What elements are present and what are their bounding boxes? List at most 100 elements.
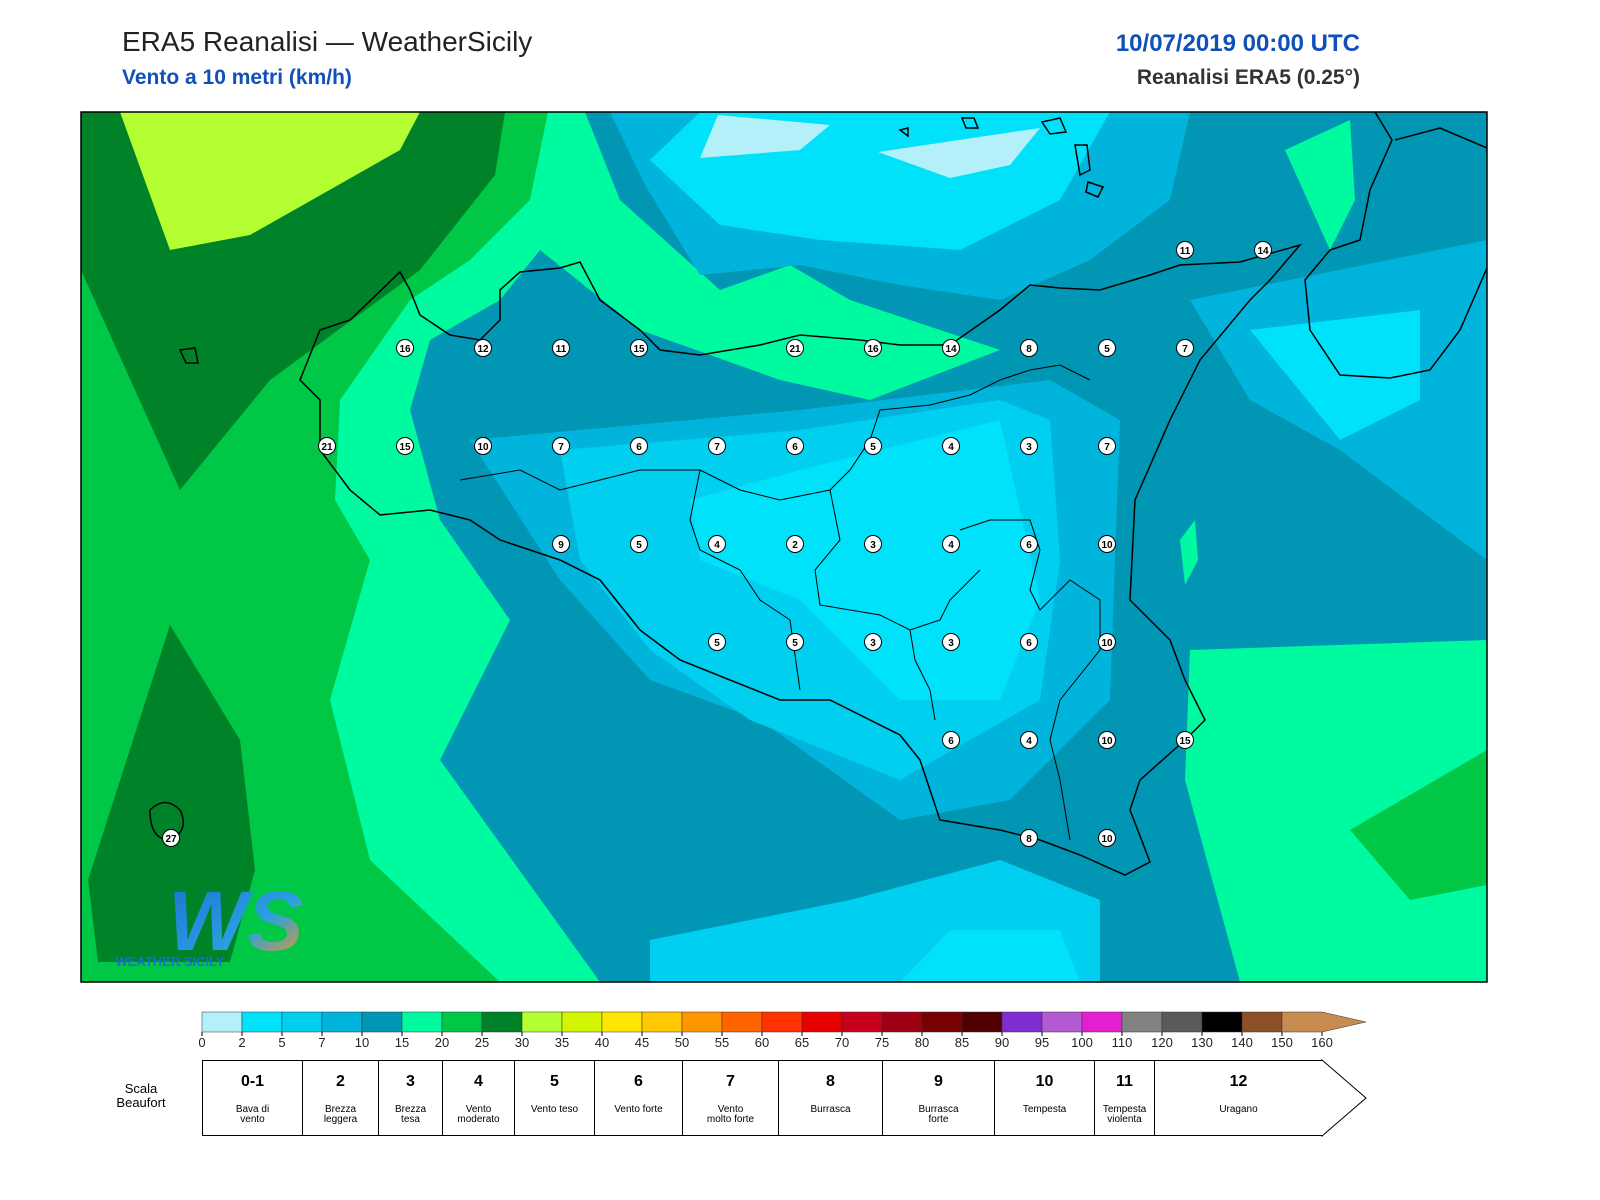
- beaufort-force: 9: [934, 1073, 943, 1090]
- beaufort-level: 11 Tempesta violenta: [1094, 1060, 1154, 1136]
- wind-point: [552, 339, 570, 357]
- wind-value: 3: [870, 540, 876, 551]
- wind-point: [1098, 829, 1116, 847]
- colorbar-tick-label: 2: [238, 1035, 245, 1050]
- beaufort-name: Burrasca: [810, 1104, 851, 1115]
- beaufort-name: Vento teso: [530, 1104, 579, 1115]
- beaufort-force: 3: [406, 1073, 415, 1090]
- wind-point: [630, 339, 648, 357]
- wind-point: [864, 437, 882, 455]
- beaufort-force: 4: [474, 1073, 483, 1090]
- wind-value: 5: [1104, 344, 1110, 355]
- colorbar-segment: [681, 1011, 723, 1033]
- colorbar-tick-label: 95: [1035, 1035, 1049, 1050]
- wind-point: [786, 339, 804, 357]
- colorbar-segment: [1041, 1011, 1083, 1033]
- wind-point: [942, 633, 960, 651]
- wind-value: 15: [1179, 736, 1191, 747]
- wind-value: 3: [1026, 442, 1032, 453]
- beaufort-name: Burrasca forte: [918, 1104, 959, 1125]
- colorbar-segment: [1121, 1011, 1163, 1033]
- wind-value: 10: [1101, 736, 1113, 747]
- beaufort-level: 2 Brezza leggera: [302, 1060, 378, 1136]
- beaufort-level: 0-1 Bava di vento: [202, 1060, 302, 1136]
- colorbar-segment: [281, 1011, 323, 1033]
- colorbar-tick-label: 55: [715, 1035, 729, 1050]
- wind-value: 14: [1257, 246, 1269, 257]
- beaufort-level: 7 Vento molto forte: [682, 1060, 778, 1136]
- wind-point: [1020, 731, 1038, 749]
- beaufort-force: 2: [336, 1073, 345, 1090]
- colorbar-tick-label: 75: [875, 1035, 889, 1050]
- colorbar-tick-label: 45: [635, 1035, 649, 1050]
- colorbar-segment: [1161, 1011, 1203, 1033]
- beaufort-level: 6 Vento forte: [594, 1060, 682, 1136]
- wind-value: 6: [948, 736, 954, 747]
- beaufort-force: 11: [1116, 1073, 1133, 1090]
- colorbar-segment: [721, 1011, 763, 1033]
- colorbar-tick-label: 15: [395, 1035, 409, 1050]
- beaufort-name: Brezza tesa: [394, 1104, 427, 1125]
- beaufort-level: 3 Brezza tesa: [378, 1060, 442, 1136]
- colorbar-segment: [601, 1011, 643, 1033]
- wind-point: [318, 437, 336, 455]
- colorbar-segment: [201, 1011, 243, 1033]
- colorbar-tick-label: 5: [278, 1035, 285, 1050]
- colorbar-tick-label: 40: [595, 1035, 609, 1050]
- wind-value: 10: [477, 442, 489, 453]
- beaufort-level: 5 Vento teso: [514, 1060, 594, 1136]
- wind-point: [1176, 241, 1194, 259]
- colorbar-segment: [761, 1011, 803, 1033]
- colorbar-tick-label: 65: [795, 1035, 809, 1050]
- wind-value: 9: [558, 540, 564, 551]
- beaufort-name: Tempesta: [1022, 1104, 1067, 1115]
- colorbar-tick-label: 7: [318, 1035, 325, 1050]
- wind-value: 14: [945, 344, 957, 355]
- colorbar-tick-label: 110: [1112, 1035, 1133, 1050]
- colorbar-tick-label: 90: [995, 1035, 1009, 1050]
- wind-value: 4: [714, 540, 720, 551]
- colorbar-tick-label: 50: [675, 1035, 689, 1050]
- wind-value: 7: [1104, 442, 1110, 453]
- wind-value: 3: [870, 638, 876, 649]
- wind-point: [942, 731, 960, 749]
- beaufort-level: 9 Burrasca forte: [882, 1060, 994, 1136]
- wind-value: 10: [1101, 638, 1113, 649]
- colorbar-segment: [1201, 1011, 1243, 1033]
- wind-value: 21: [789, 344, 801, 355]
- colorbar-segment: [881, 1011, 923, 1033]
- colorbar-segment: [1001, 1011, 1043, 1033]
- colorbar-tick-label: 120: [1151, 1035, 1173, 1050]
- wind-point: [708, 437, 726, 455]
- colorbar-tick-label: 20: [435, 1035, 449, 1050]
- wind-point: [1098, 633, 1116, 651]
- beaufort-force: 10: [1035, 1073, 1054, 1090]
- wind-value: 11: [556, 344, 567, 355]
- beaufort-level: 4 Vento moderato: [442, 1060, 514, 1136]
- colorbar-segment: [801, 1011, 843, 1033]
- beaufort-name: Tempesta violenta: [1102, 1104, 1147, 1125]
- wind-value: 6: [636, 442, 642, 453]
- wind-point: [396, 339, 414, 357]
- beaufort-name: Bava di vento: [235, 1104, 270, 1125]
- colorbar-tick-label: 130: [1191, 1035, 1213, 1050]
- colorbar-segment: [1241, 1011, 1283, 1033]
- colorbar-tick-label: 80: [915, 1035, 929, 1050]
- colorbar-segment: [841, 1011, 883, 1033]
- colorbar-segment: [321, 1011, 363, 1033]
- colorbar-segment: [361, 1011, 403, 1033]
- wind-point: [162, 829, 180, 847]
- wind-value: 21: [321, 442, 333, 453]
- colorbar-tick-label: 25: [475, 1035, 489, 1050]
- wind-point: [1020, 633, 1038, 651]
- colorbar-segment: [1081, 1011, 1123, 1033]
- logo-name: WEATHER SICILY: [115, 954, 224, 969]
- colorbar-tick-label: 35: [555, 1035, 569, 1050]
- wind-value: 8: [1026, 834, 1032, 845]
- wind-value: 7: [714, 442, 720, 453]
- colorbar-segment: [1281, 1011, 1367, 1033]
- wind-value: 5: [792, 638, 798, 649]
- wind-point: [1098, 437, 1116, 455]
- beaufort-name: Uragano: [1219, 1104, 1258, 1115]
- colorbar-segment: [641, 1011, 683, 1033]
